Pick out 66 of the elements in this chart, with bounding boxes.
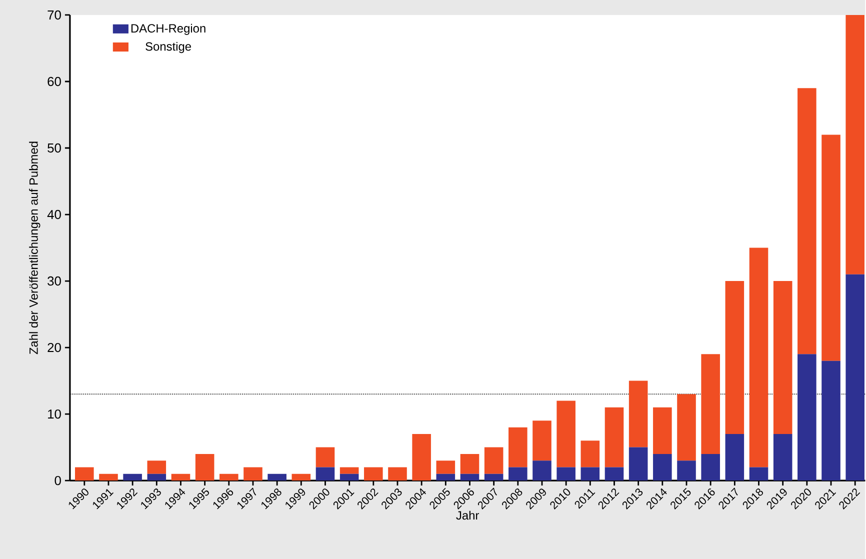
bar [532, 420, 552, 460]
bar [677, 394, 696, 460]
bar [484, 474, 504, 480]
bar [822, 360, 840, 480]
y-axis-title: Zahl der Veröffentlichungen auf Pubmed [29, 142, 40, 354]
legend-label: Sonstige [146, 42, 191, 53]
bar [773, 280, 792, 434]
bar [677, 460, 696, 480]
bar [846, 14, 864, 274]
bar [460, 474, 480, 480]
bar [701, 454, 720, 480]
bar [171, 474, 190, 480]
bar [436, 460, 456, 474]
y-tick-label: 20 [48, 342, 61, 352]
bar [822, 134, 840, 361]
bar [846, 274, 864, 480]
bar [604, 407, 624, 468]
bar [653, 407, 672, 454]
y-tick-label: 30 [48, 276, 61, 286]
bar [147, 474, 166, 480]
y-tick-label: 40 [47, 210, 61, 219]
bar [244, 467, 262, 480]
bar [147, 460, 166, 474]
x-axis-title: Jahr [456, 510, 479, 520]
bar [628, 380, 648, 448]
y-tick-label: 0 [54, 476, 61, 485]
bar [508, 467, 528, 480]
bar [123, 474, 142, 480]
y-tick-label: 60 [48, 76, 61, 86]
bar [364, 467, 383, 480]
bar [773, 434, 792, 480]
bar [556, 467, 576, 480]
bar [220, 474, 238, 480]
bar [556, 400, 576, 468]
bar [725, 280, 744, 434]
bar [388, 467, 407, 480]
bar [532, 460, 552, 480]
bar [604, 467, 624, 480]
bar [580, 440, 600, 468]
bar [340, 467, 359, 474]
bar [798, 354, 816, 480]
bar [316, 467, 335, 480]
bar [749, 248, 768, 468]
bar [484, 447, 504, 474]
bar [436, 474, 456, 480]
bar [508, 427, 528, 468]
y-tick-label: 10 [48, 409, 61, 418]
bar [798, 88, 816, 354]
bar [749, 467, 768, 480]
bar [292, 474, 311, 480]
bar [628, 447, 648, 480]
bar [701, 354, 720, 454]
bar [316, 447, 335, 468]
bar [460, 454, 480, 474]
legend-label: DACH-Region [131, 24, 206, 35]
bar [340, 474, 359, 480]
y-tick-label: 70 [48, 10, 61, 20]
bar [99, 474, 118, 480]
bar [75, 467, 94, 480]
bar [268, 474, 286, 480]
bar [195, 454, 214, 480]
bar [653, 454, 672, 480]
bar [580, 467, 600, 480]
y-tick-label: 50 [48, 143, 61, 152]
bar [725, 434, 744, 480]
bar [412, 434, 431, 480]
